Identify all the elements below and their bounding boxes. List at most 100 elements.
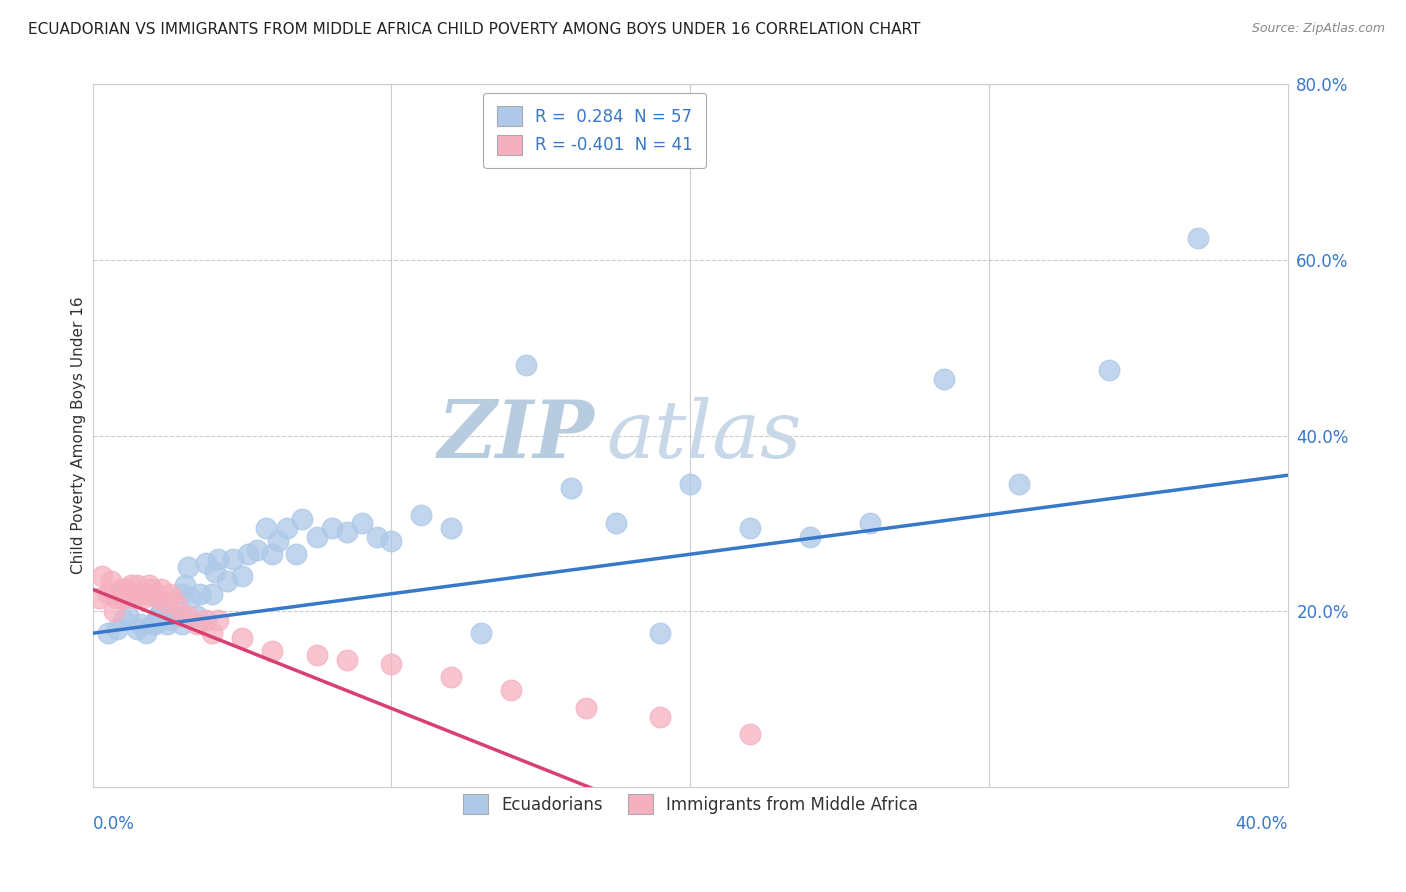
Point (90, 569, 112, 583)
Point (159, 613, 181, 627)
Point (201, 626, 224, 640)
Point (650, 626, 672, 640)
Point (159, 587, 181, 601)
Point (174, 578, 197, 592)
Point (121, 578, 143, 592)
Point (1008, 477, 1031, 491)
Point (859, 516, 882, 531)
Text: ZIP: ZIP (437, 397, 595, 475)
Point (605, 516, 627, 531)
Point (195, 613, 218, 627)
Point (177, 608, 200, 623)
Point (108, 582, 131, 597)
Point (105, 591, 128, 606)
Point (145, 587, 167, 601)
Point (127, 622, 149, 636)
Point (148, 591, 170, 606)
Text: Source: ZipAtlas.com: Source: ZipAtlas.com (1251, 22, 1385, 36)
Point (650, 709, 672, 723)
Point (231, 569, 253, 583)
Point (97, 626, 120, 640)
Point (679, 477, 702, 491)
Point (186, 608, 208, 623)
Point (305, 530, 328, 544)
Point (97, 587, 120, 601)
Point (260, 547, 283, 561)
Point (260, 644, 283, 658)
Point (336, 525, 359, 540)
Point (575, 701, 598, 715)
Point (135, 587, 157, 601)
Point (145, 617, 167, 632)
Point (207, 551, 229, 566)
Point (156, 617, 179, 632)
Point (231, 631, 253, 645)
Point (934, 371, 956, 385)
Point (470, 626, 492, 640)
Text: ECUADORIAN VS IMMIGRANTS FROM MIDDLE AFRICA CHILD POVERTY AMONG BOYS UNDER 16 CO: ECUADORIAN VS IMMIGRANTS FROM MIDDLE AFR… (28, 22, 921, 37)
Point (141, 582, 163, 597)
Point (276, 521, 298, 535)
Point (117, 608, 139, 623)
Point (207, 613, 229, 627)
Point (350, 516, 373, 531)
Point (217, 574, 239, 588)
Point (1187, 231, 1209, 245)
Point (111, 613, 134, 627)
Text: 0.0%: 0.0% (93, 815, 135, 833)
Point (177, 560, 200, 574)
Point (560, 481, 582, 495)
Point (129, 587, 152, 601)
Point (440, 670, 463, 684)
Legend: Ecuadorians, Immigrants from Middle Africa: Ecuadorians, Immigrants from Middle Afri… (450, 780, 931, 828)
Point (124, 591, 146, 606)
Point (172, 608, 194, 623)
Point (87, 591, 110, 606)
Point (305, 648, 328, 663)
Point (172, 617, 194, 632)
Point (380, 534, 402, 549)
Point (129, 617, 152, 632)
Point (148, 608, 170, 623)
Point (284, 547, 307, 561)
Point (204, 565, 226, 579)
Point (246, 542, 269, 557)
Point (738, 521, 761, 535)
Point (411, 508, 433, 522)
Point (738, 727, 761, 741)
Point (103, 604, 125, 618)
Point (132, 591, 155, 606)
Point (515, 359, 537, 373)
Y-axis label: Child Poverty Among Boys Under 16: Child Poverty Among Boys Under 16 (72, 297, 86, 574)
Point (127, 578, 149, 592)
Point (186, 617, 208, 632)
Point (156, 595, 179, 609)
Point (111, 582, 134, 597)
Point (135, 626, 157, 640)
Point (150, 582, 173, 597)
Point (165, 595, 187, 609)
Point (138, 578, 160, 592)
Point (180, 591, 202, 606)
Text: 40.0%: 40.0% (1236, 815, 1288, 833)
Point (188, 587, 211, 601)
Text: atlas: atlas (606, 397, 801, 475)
Point (499, 683, 522, 698)
Point (117, 587, 139, 601)
Point (1098, 363, 1121, 377)
Point (165, 608, 187, 623)
Point (440, 521, 463, 535)
Point (141, 617, 163, 632)
Point (114, 582, 136, 597)
Point (150, 604, 173, 618)
Point (195, 556, 218, 570)
Point (366, 530, 388, 544)
Point (236, 547, 259, 561)
Point (336, 652, 359, 666)
Point (799, 530, 821, 544)
Point (321, 521, 343, 535)
Point (291, 512, 314, 526)
Point (254, 521, 277, 535)
Point (201, 587, 224, 601)
Point (380, 657, 402, 671)
